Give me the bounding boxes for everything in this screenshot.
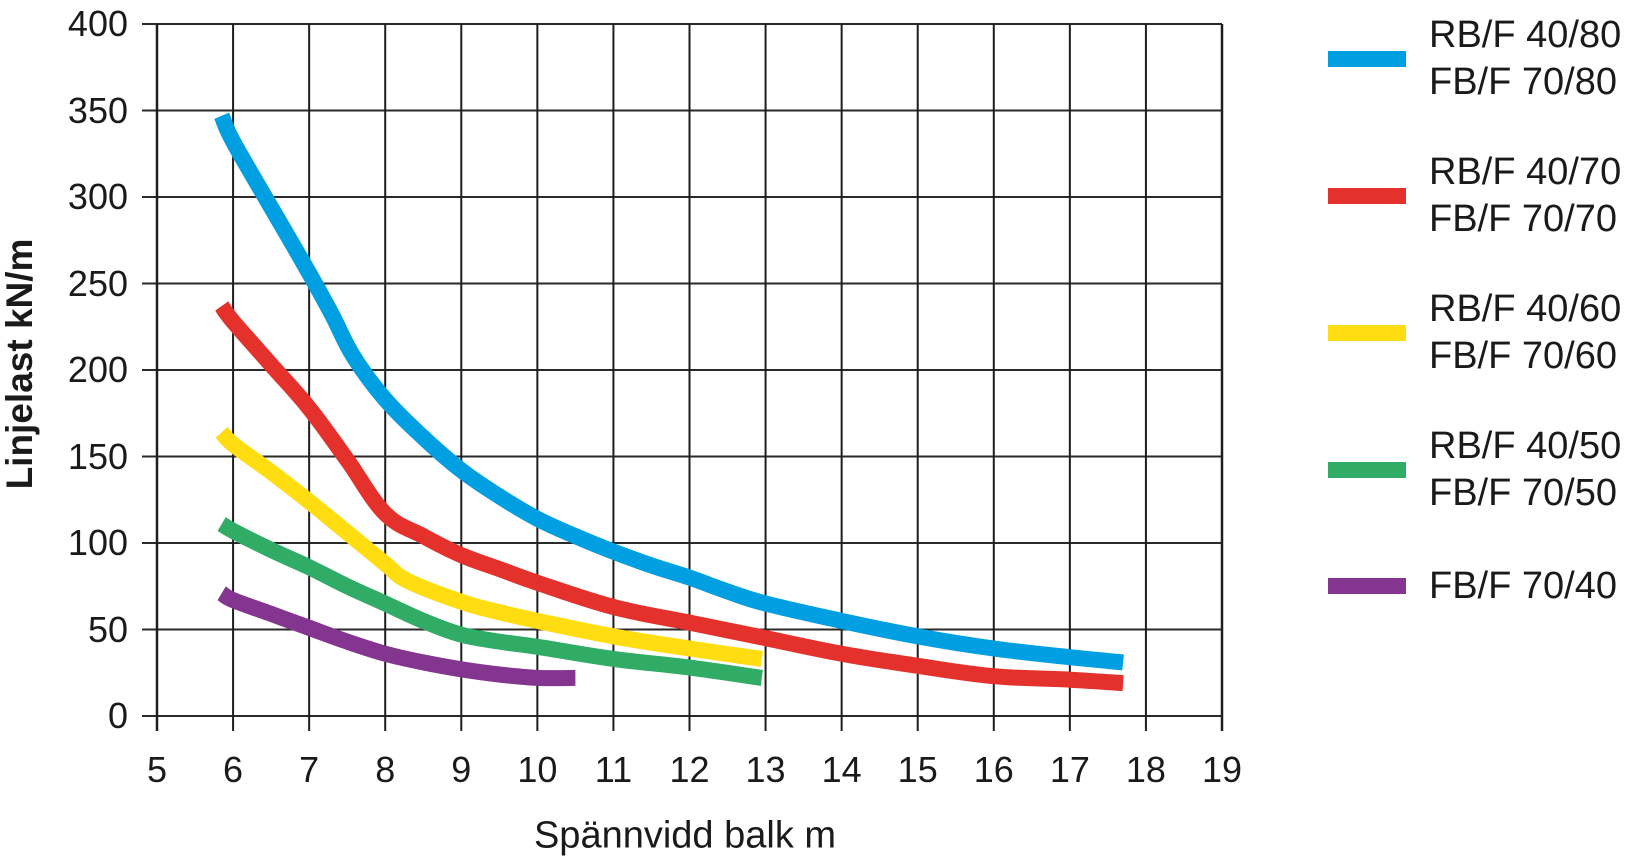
series-line-2 <box>215 301 1124 692</box>
x-tick-label: 16 <box>973 749 1014 790</box>
y-tick-label: 300 <box>67 176 128 217</box>
x-tick-label: 10 <box>517 749 558 790</box>
x-tick-label: 13 <box>745 749 786 790</box>
legend-swatch <box>1328 51 1406 67</box>
x-tick-label: 19 <box>1201 749 1243 790</box>
x-tick-label: 17 <box>1049 749 1090 790</box>
x-tick-label: 5 <box>146 749 168 790</box>
legend-item: RB/F 40/50 FB/F 70/50 <box>1328 423 1621 517</box>
legend-label: RB/F 40/50 FB/F 70/50 <box>1429 423 1621 517</box>
y-tick-label: 400 <box>67 3 128 44</box>
legend-label: FB/F 70/40 <box>1429 563 1617 610</box>
x-tick-label: 15 <box>897 749 938 790</box>
legend-swatch <box>1328 462 1406 478</box>
legend-item: RB/F 40/70 FB/F 70/70 <box>1328 149 1621 243</box>
x-tick-label: 7 <box>299 749 320 790</box>
legend-label: RB/F 40/60 FB/F 70/60 <box>1429 286 1621 380</box>
legend-label-line: RB/F 40/60 <box>1429 288 1622 330</box>
legend-label-line: RB/F 40/70 <box>1429 151 1622 193</box>
legend-swatch <box>1328 188 1406 204</box>
legend-label-line: FB/F 70/60 <box>1429 335 1617 377</box>
legend-label-line: FB/F 70/50 <box>1429 472 1617 514</box>
x-axis-title: Spännvidd balk m <box>533 814 837 857</box>
y-tick-label: 200 <box>67 349 128 390</box>
legend-label-line: RB/F 40/80 <box>1429 14 1622 56</box>
legend-item: FB/F 70/40 <box>1328 563 1617 610</box>
y-tick-label: 250 <box>67 262 128 304</box>
legend-label: RB/F 40/80 FB/F 70/80 <box>1429 12 1621 106</box>
legend-swatch <box>1328 578 1406 594</box>
y-axis-title: Linjelast kN/m <box>0 238 40 490</box>
data-series <box>214 112 1124 692</box>
x-tick-label: 8 <box>375 749 396 790</box>
y-tick-label: 350 <box>67 89 128 131</box>
x-tick-label: 11 <box>594 749 633 790</box>
x-tick-label: 18 <box>1125 749 1166 790</box>
legend-item: RB/F 40/80 FB/F 70/80 <box>1328 12 1621 106</box>
legend-label: RB/F 40/70 FB/F 70/70 <box>1429 149 1621 243</box>
x-tick-label: 6 <box>223 749 244 790</box>
y-tick-label: 50 <box>87 608 128 650</box>
legend-item: RB/F 40/60 FB/F 70/60 <box>1328 286 1621 380</box>
x-tick-label: 14 <box>821 749 862 790</box>
legend-label-line: FB/F 70/70 <box>1429 198 1617 240</box>
series-line-4 <box>217 517 763 686</box>
x-tick-label: 12 <box>669 749 710 790</box>
legend-label-line: RB/F 40/50 <box>1429 425 1622 467</box>
legend-swatch <box>1328 325 1406 341</box>
legend-label-line: FB/F 70/80 <box>1429 61 1617 103</box>
y-tick-label: 150 <box>67 435 128 477</box>
x-tick-label: 9 <box>451 749 472 790</box>
legend-label-line: FB/F 70/40 <box>1429 564 1617 607</box>
series-line-1 <box>214 112 1124 671</box>
y-tick-label: 0 <box>107 695 128 736</box>
legend: RB/F 40/80 FB/F 70/80 RB/F 40/70 FB/F 70/70… <box>1328 0 1645 640</box>
y-tick-label: 100 <box>67 522 128 563</box>
series-line-3 <box>215 426 763 667</box>
series-line-5 <box>217 586 576 687</box>
